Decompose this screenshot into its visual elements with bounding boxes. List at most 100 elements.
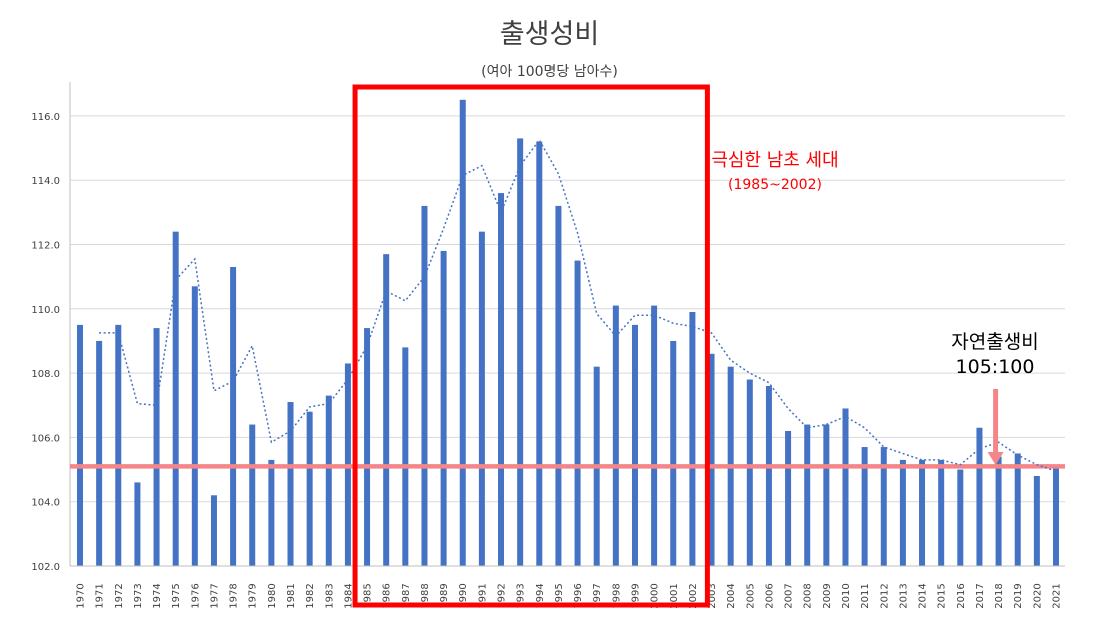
highlight-annotation: 극심한 남초 세대 (1985~2002) (690, 148, 860, 196)
bar (478, 231, 485, 566)
x-tick-label: 1998 (611, 583, 622, 608)
bar (785, 430, 792, 566)
bar (536, 141, 543, 566)
x-tick-label: 1985 (363, 583, 374, 608)
x-tick-label: 2002 (688, 583, 699, 608)
bar (306, 411, 313, 566)
x-tick-label: 2019 (1013, 583, 1024, 608)
bar (612, 305, 619, 566)
bar (765, 385, 772, 566)
bar (459, 99, 466, 566)
y-tick-label: 110.0 (31, 305, 60, 316)
highlight-label: 극심한 남초 세대 (711, 150, 839, 171)
bar (517, 138, 524, 566)
bar (938, 459, 945, 566)
y-tick-label: 106.0 (31, 433, 60, 444)
x-tick-label: 1972 (114, 583, 125, 608)
bar (861, 447, 868, 566)
y-tick-label: 104.0 (31, 498, 60, 509)
x-tick-label: 1982 (305, 583, 316, 608)
x-tick-label: 1976 (190, 583, 201, 608)
x-tick-label: 2012 (879, 583, 890, 608)
x-tick-label: 2004 (726, 583, 737, 608)
bar (804, 424, 811, 566)
bar (976, 427, 983, 566)
bar (899, 459, 906, 566)
trendline-path (99, 138, 1057, 472)
x-tick-label: 2011 (860, 583, 871, 608)
x-tick-label: 1995 (554, 583, 565, 608)
y-tick-label: 108.0 (31, 369, 60, 380)
x-tick-label: 2017 (975, 583, 986, 608)
y-tick-label: 112.0 (31, 241, 60, 252)
x-tick-label: 1988 (420, 583, 431, 608)
bar (172, 231, 179, 566)
x-tick-label: 1992 (497, 583, 508, 608)
highlight-overlay (352, 84, 1004, 608)
bar (287, 402, 294, 566)
bar (574, 260, 581, 566)
bar (708, 353, 715, 566)
bar (689, 312, 696, 566)
natural-ratio-label: 자연출생비 (951, 331, 1039, 353)
bar (842, 408, 849, 566)
x-tick-label: 1983 (324, 583, 335, 608)
bar (1014, 453, 1021, 566)
x-tick-label: 1971 (95, 583, 106, 608)
bar (191, 286, 198, 566)
bar (153, 328, 160, 566)
x-tick-label: 2005 (745, 583, 756, 608)
bar (249, 424, 256, 566)
x-tick-label: 1996 (573, 583, 584, 608)
arrow-down-icon (987, 452, 1004, 465)
x-tick-label: 2007 (784, 583, 795, 608)
chart-title: 출생성비 (499, 19, 600, 50)
bar (1053, 466, 1059, 566)
x-tick-label: 2018 (994, 583, 1005, 608)
x-tick-label: 2003 (707, 583, 718, 608)
y-tick-label: 116.0 (31, 112, 60, 123)
x-tick-label: 2008 (803, 583, 814, 608)
x-tick-label: 2013 (898, 583, 909, 608)
bar (631, 324, 638, 566)
x-tick-label: 1977 (209, 583, 220, 608)
y-tick-label: 102.0 (31, 562, 60, 573)
x-tick-label: 2006 (764, 583, 775, 608)
bar (746, 379, 753, 566)
gridlines (70, 115, 1065, 503)
y-axis: 102.0 104.0 106.0 108.0 110.0 112.0 114.0 116.0 (31, 82, 71, 573)
bar (96, 340, 103, 566)
x-tick-label: 1993 (516, 583, 527, 608)
x-tick-label: 1970 (76, 583, 87, 608)
bar (134, 482, 141, 566)
bar (77, 324, 83, 566)
x-tick-label: 1979 (248, 583, 259, 608)
x-tick-label: 1987 (401, 583, 412, 608)
bar (402, 347, 409, 566)
x-tick-label: 2015 (937, 583, 948, 608)
bar (880, 447, 887, 566)
x-axis: 1970 1971 1972 1973 1974 1975 1976 1977 1978 1979… (70, 565, 1065, 609)
x-tick-label: 1990 (458, 583, 469, 608)
x-tick-label: 1981 (286, 583, 297, 608)
bar (995, 456, 1002, 566)
bar (823, 424, 830, 566)
x-tick-label: 1986 (382, 583, 393, 608)
x-tick-label: 2000 (650, 583, 661, 608)
bar (210, 495, 217, 566)
x-tick-label: 1978 (229, 583, 240, 608)
x-tick-label: 1989 (439, 583, 450, 608)
highlight-box (352, 84, 710, 608)
x-tick-label: 2001 (669, 583, 680, 608)
bar (919, 459, 926, 566)
bar (651, 305, 658, 566)
bar (364, 328, 371, 566)
x-tick-label: 2009 (822, 583, 833, 608)
x-tick-label: 2016 (956, 583, 967, 608)
bar (498, 193, 505, 566)
x-tick-label: 2021 (1052, 583, 1063, 608)
bar (115, 324, 122, 566)
bar (383, 254, 390, 566)
bar (670, 340, 677, 566)
